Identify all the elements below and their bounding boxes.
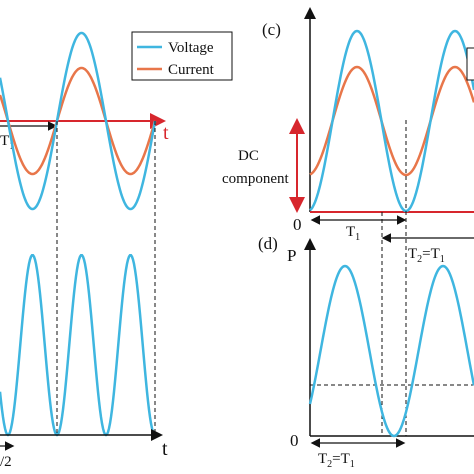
half-period-label: /2 (0, 454, 12, 470)
legend-current-label: Current (168, 62, 215, 78)
dc-label-line1: DC (238, 148, 259, 164)
t-axis-label-bottom: t (162, 438, 168, 460)
panel-c: (c) 0 DC component T1 T2=T1 (222, 7, 474, 265)
t2-label-c: T2=T1 (408, 246, 445, 265)
panel-d: (d) P 0 T2=T1 (258, 120, 474, 470)
panel-top-left: t T1 Voltage Current (0, 31, 233, 435)
legend-box-c-partial (466, 47, 474, 81)
current-curve-c (309, 65, 474, 177)
panel-bottom-left: t /2 (0, 253, 168, 470)
voltage-curve-top-left (0, 31, 157, 211)
t2-label-d: T2=T1 (318, 451, 355, 470)
p-axis-label: P (287, 246, 296, 265)
power-curve-d (308, 264, 474, 438)
zero-label-c: 0 (293, 215, 302, 234)
zero-label-d: 0 (290, 431, 299, 450)
legend-voltage-label: Voltage (168, 40, 214, 56)
panel-d-label: (d) (258, 234, 278, 253)
legend-box (131, 31, 233, 81)
current-curve-top-left (0, 66, 157, 176)
power-curve-bottom-left (0, 253, 156, 437)
dc-label-line2: component (222, 171, 289, 187)
t-axis-label-top: t (163, 122, 169, 144)
voltage-curve-c (309, 29, 474, 213)
t1-label-c: T1 (346, 224, 360, 243)
panel-c-label: (c) (262, 20, 281, 39)
